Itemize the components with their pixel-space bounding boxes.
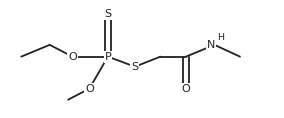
Text: S: S [104,9,112,19]
Text: O: O [182,84,190,93]
Text: O: O [85,84,94,93]
Text: S: S [131,62,139,72]
Text: H: H [217,33,224,42]
Text: O: O [68,52,77,62]
Text: P: P [105,52,111,62]
Text: N: N [207,40,215,50]
